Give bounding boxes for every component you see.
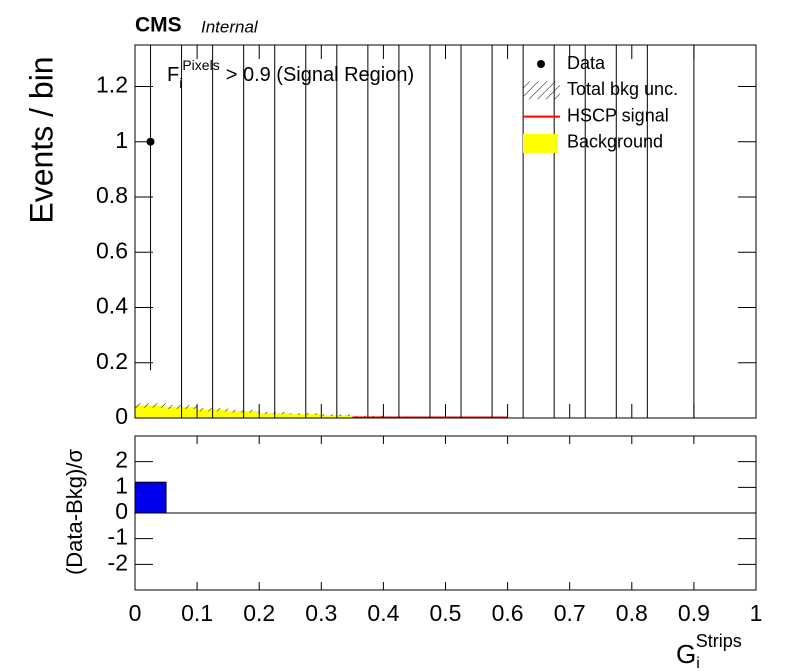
y-tick-label: 0.4: [96, 293, 128, 319]
x-tick-label: 0: [129, 600, 142, 626]
annotation-sub: i: [179, 75, 182, 91]
y-tick-label: 0: [115, 403, 128, 429]
y-axis-title-ratio: (Data-Bkg)/σ: [62, 449, 87, 575]
title: CMS: [135, 14, 182, 37]
legend-swatch: [523, 133, 558, 153]
x-title-sup: Strips: [696, 631, 742, 651]
y-tick-label: 1.2: [96, 72, 128, 98]
y-tick-label: -2: [108, 549, 128, 575]
y-tick-label: 0.6: [96, 237, 128, 263]
x-tick-label: 0.9: [678, 600, 710, 626]
annotation-text: > 0.9 (Signal Region): [226, 64, 414, 86]
x-axis-title: Gi Strips: [676, 631, 742, 672]
background-bar: [135, 405, 167, 418]
y-tick-label: -1: [108, 524, 128, 550]
x-tick-label: 0.6: [492, 600, 524, 626]
x-title-sub: i: [696, 655, 700, 672]
annotation-base: F: [167, 64, 179, 86]
y-tick-label: 0.2: [96, 348, 128, 374]
y-tick-label: 0.8: [96, 182, 128, 208]
legend-hatch: [523, 81, 560, 100]
x-tick-label: 0.3: [305, 600, 337, 626]
x-tick-label: 0.5: [430, 600, 462, 626]
main-panel: [135, 45, 695, 418]
legend-label: Total bkg unc.: [567, 79, 678, 99]
x-tick-label: 0.7: [554, 600, 586, 626]
frame-ratio: [134, 435, 757, 591]
frame: [134, 44, 757, 419]
legend-label: HSCP signal: [567, 105, 669, 125]
pull-bar: [135, 481, 167, 514]
subtitle: Internal: [201, 17, 259, 36]
uncertainty-band: [135, 403, 167, 408]
y-tick-label: 1: [115, 127, 128, 153]
annotation-sup: Pixels: [182, 57, 219, 73]
annotation: FiPixels > 0.9 (Signal Region): [167, 57, 414, 91]
y-tick-label: 1: [115, 472, 128, 498]
x-tick-label: 0.8: [616, 600, 648, 626]
legend-label: Data: [567, 53, 606, 73]
y-axis-title: Events / bin: [23, 56, 59, 223]
x-tick-label: 1: [750, 600, 763, 626]
y-tick-label: 0: [115, 498, 128, 524]
x-tick-label: 0.4: [367, 600, 399, 626]
x-tick-label: 0.1: [181, 600, 213, 626]
legend-label: Background: [567, 132, 663, 152]
y-tick-label: 2: [115, 447, 128, 473]
legend-marker: [537, 60, 545, 68]
x-title-base: G: [676, 639, 696, 669]
x-tick-label: 0.2: [243, 600, 275, 626]
